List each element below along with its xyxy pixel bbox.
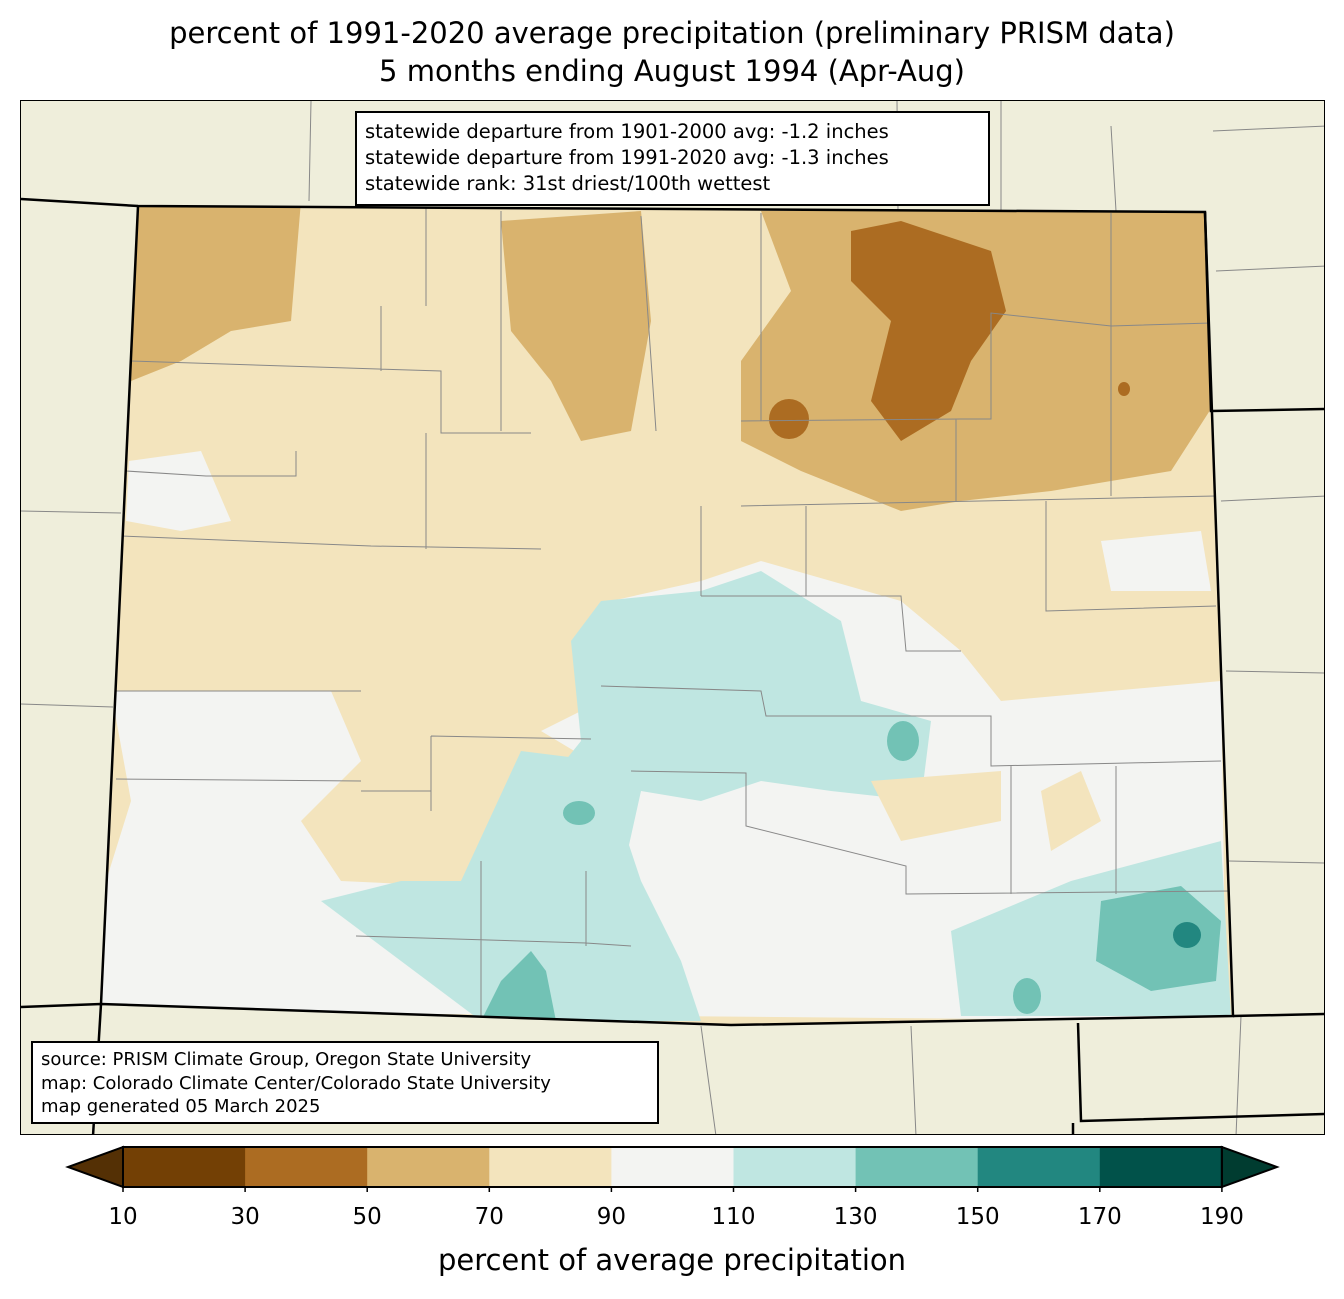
colorbar-tick-label: 190 — [1199, 1204, 1244, 1230]
zone-130-150-sw — [481, 951, 556, 1021]
zone-110-130-sw — [321, 751, 701, 1021]
colorbar-segment — [1099, 1147, 1223, 1187]
map-subtitle: 5 months ending August 1994 (Apr-Aug) — [379, 54, 965, 88]
zone-130-150-se — [1096, 886, 1221, 991]
colorbar — [65, 1145, 1280, 1192]
zone-90-110-east — [1101, 531, 1211, 591]
zone-30-50-ne — [851, 221, 1006, 441]
county-lines — [111, 206, 1232, 1021]
colorbar-label: percent of average precipitation — [437, 1243, 907, 1277]
colorbar-tick-label: 50 — [352, 1204, 382, 1230]
colorbar-tick-label: 10 — [108, 1204, 138, 1230]
colorbar-under-arrow — [65, 1145, 124, 1189]
source-box: source: PRISM Climate Group, Oregon Stat… — [31, 1041, 659, 1124]
colorbar-tick-label: 70 — [474, 1204, 504, 1230]
zone-50-70-nw — [131, 206, 301, 381]
colorbar-tick-label: 110 — [711, 1204, 756, 1230]
zone-70-90-se — [1041, 771, 1101, 851]
map-credit: map: Colorado Climate Center/Colorado St… — [41, 1072, 551, 1094]
colorbar-segment — [367, 1147, 490, 1187]
precip-field — [101, 206, 1233, 1025]
colorbar-tick-label: 170 — [1077, 1204, 1122, 1230]
colorbar-tick-label: 30 — [230, 1204, 260, 1230]
map-title: percent of 1991-2020 average precipitati… — [169, 16, 1175, 50]
zone-150-170-se — [1173, 922, 1201, 948]
zone-50-70-north — [501, 211, 651, 441]
zone-110-130-central — [541, 571, 931, 881]
departure-1991-2020: statewide departure from 1991-2020 avg: … — [365, 146, 889, 169]
colorbar-over-arrow — [1220, 1145, 1280, 1189]
colorbar-segment — [245, 1147, 368, 1187]
zone-90-110-west — [126, 451, 231, 531]
statewide-rank: statewide rank: 31st driest/100th wettes… — [365, 172, 771, 195]
colorado-map-svg — [21, 101, 1324, 1134]
colorbar-tick-label: 150 — [955, 1204, 1000, 1230]
zone-130-150-blob — [887, 721, 919, 761]
colorbar-tick-label: 130 — [833, 1204, 878, 1230]
departure-1901-2000: statewide departure from 1901-2000 avg: … — [365, 120, 889, 143]
neighbor-state-borders — [91, 205, 1324, 1134]
zone-70-90-se2 — [871, 771, 1001, 841]
colorbar-segment — [489, 1147, 612, 1187]
precipitation-map — [20, 100, 1325, 1135]
colorbar-segment — [733, 1147, 857, 1187]
zone-130-150-blob — [1013, 978, 1041, 1014]
generated-date: map generated 05 March 2025 — [41, 1096, 321, 1117]
colorbar-segment — [977, 1147, 1101, 1187]
zone-130-150-blob — [563, 801, 595, 825]
source-credit: source: PRISM Climate Group, Oregon Stat… — [41, 1049, 532, 1070]
colorbar-segment — [123, 1147, 246, 1187]
zone-30-50-blob — [769, 399, 809, 439]
colorbar-outline — [122, 1146, 1223, 1188]
zone-30-50-blob — [1118, 382, 1130, 396]
statewide-stats-box: statewide departure from 1901-2000 avg: … — [355, 111, 990, 206]
colorbar-segment — [855, 1147, 979, 1187]
colorbar-tick-label: 90 — [596, 1204, 627, 1230]
colorbar-segment — [611, 1147, 734, 1187]
